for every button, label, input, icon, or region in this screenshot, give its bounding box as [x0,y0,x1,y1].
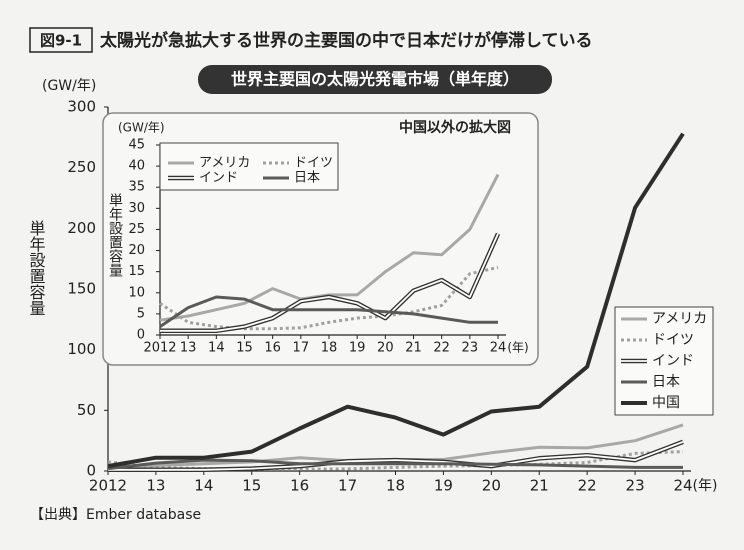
x-tick-label: 13 [180,341,197,356]
y-tick-label: 15 [128,264,145,279]
x-tick-label: 23 [626,477,645,495]
y-tick-label: 40 [128,159,145,174]
y-axis-label: 単年設置容量 [27,220,46,316]
y-tick-label: 25 [128,222,145,237]
legend-box [159,142,339,191]
legend-label: 日本 [652,374,680,390]
y-tick-label: 250 [67,158,96,176]
legend-label: アメリカ [652,311,707,327]
legend-label: インド [652,353,694,369]
legend-label: 中国 [652,395,680,411]
x-tick-label: 16 [290,477,309,495]
heading: 太陽光が急拡大する世界の主要国の中で日本だけが停滞している [99,30,593,51]
x-tick-label: 22 [578,477,597,495]
x-tick-label: 20 [482,477,501,495]
x-tick-label: 18 [386,477,405,495]
series-line [107,458,683,471]
x-tick-label: 15 [242,477,261,495]
x-tick-label: 19 [349,341,366,356]
y-axis-label: 単年設置容量 [107,193,123,277]
y-tick-label: 35 [128,180,145,195]
banner [198,65,552,94]
x-tick-label: 17 [293,341,310,356]
x-tick-label: 13 [146,477,165,495]
inset-title: 中国以外の拡大図 [399,119,511,136]
x-tick-label: 14 [208,341,225,356]
legend-label: アメリカ [199,156,250,171]
y-tick-label: 200 [67,219,96,237]
legend-label: インド [199,171,238,186]
series-line [159,295,498,328]
x-tick-label: 19 [434,477,453,495]
x-tick-label: 2012 [143,341,176,356]
x-tick-label: 15 [236,341,253,356]
x-tick-label: 23 [462,341,479,356]
x-unit: (年) [693,478,718,494]
x-tick-label: 14 [194,477,213,495]
y-tick-label: 0 [86,462,96,480]
legend-label: 日本 [294,171,320,186]
legend-label: ドイツ [294,156,333,171]
x-tick-label: 24 [673,477,692,495]
y-tick-label: 50 [77,401,96,419]
x-tick-label: 21 [405,341,422,356]
y-tick-label: 150 [67,280,96,298]
inset-chart: 中国以外の拡大図 0 5 10 15 20 25 30 35 40 45 2012 13 14 15 16 17… [102,112,539,366]
y-unit: (GW/年) [118,121,165,135]
figure-label: 図9-1 [40,32,82,50]
x-tick-label: 22 [433,341,450,356]
source: 【出典】Ember database [30,507,201,523]
legend-label: ドイツ [652,332,694,348]
x-tick-label: 16 [264,341,281,356]
x-tick-label: 21 [530,477,549,495]
y-unit: (GW/年) [42,78,96,94]
y-tick-label: 20 [128,243,145,258]
y-tick-label: 300 [67,98,96,116]
y-tick-label: 0 [137,328,145,343]
series-line [107,132,685,469]
x-tick-label: 2012 [89,477,127,495]
chart-title: 世界主要国の太陽光発電市場（単年度） [231,70,519,89]
y-tick-label: 30 [128,201,145,216]
series-line-inner [108,441,684,471]
y-tick-label: 10 [128,285,145,300]
x-unit: (年) [507,341,528,355]
y-tick-label: 45 [128,138,145,153]
series-line [159,265,499,331]
y-tick-label: 100 [67,340,96,358]
x-tick-label: 18 [321,341,338,356]
x-tick-label: 20 [377,341,394,356]
series-line-inner [160,233,499,332]
x-tick-label: 24 [490,341,507,356]
x-tick-label: 17 [338,477,357,495]
figure-label-box [29,27,93,53]
y-tick-label: 5 [137,306,145,321]
